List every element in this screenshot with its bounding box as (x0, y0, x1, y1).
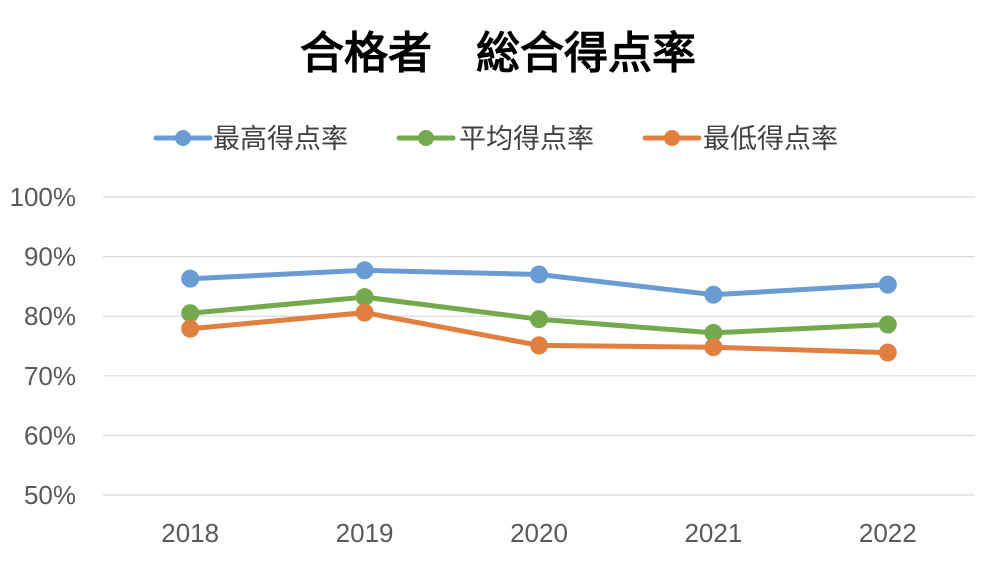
legend-label: 平均得点率 (459, 124, 594, 155)
data-point (704, 338, 723, 357)
data-point (355, 303, 374, 322)
data-point (878, 315, 897, 334)
x-tick-label: 2018 (161, 518, 219, 548)
legend-item: 最高得点率 (153, 124, 348, 155)
chart-title: 合格者 総合得点率 (300, 28, 696, 79)
x-tick-label: 2019 (336, 518, 394, 548)
data-point (530, 310, 548, 329)
data-point (181, 269, 200, 288)
y-tick-label: 90% (24, 242, 76, 272)
y-tick-label: 60% (24, 420, 76, 450)
series-points (181, 261, 897, 362)
data-point (704, 285, 723, 304)
data-point (181, 304, 200, 323)
y-tick-label: 70% (24, 361, 76, 391)
legend-item: 平均得点率 (396, 124, 594, 155)
chart-legend: 最高得点率 平均得点率 最低得点率 (153, 124, 838, 155)
data-point (704, 323, 723, 342)
x-axis-tick-labels: 2018 2019 2020 2021 2022 (161, 518, 916, 548)
legend-swatch-marker (175, 130, 191, 146)
x-tick-label: 2020 (510, 518, 568, 548)
legend-swatch-marker (664, 130, 680, 146)
x-tick-label: 2022 (859, 518, 917, 548)
data-point (530, 336, 548, 355)
data-point (878, 343, 897, 362)
legend-label: 最高得点率 (213, 124, 348, 155)
y-tick-label: 50% (24, 480, 76, 510)
y-tick-label: 100% (10, 182, 77, 212)
legend-label: 最低得点率 (703, 124, 838, 155)
data-point (530, 265, 548, 284)
legend-item: 最低得点率 (642, 124, 838, 155)
legend-swatch-marker (418, 130, 434, 146)
y-tick-label: 80% (24, 301, 76, 331)
data-point (878, 275, 897, 294)
y-axis-tick-labels: 100% 90% 80% 70% 60% 50% (10, 182, 77, 510)
data-point (355, 261, 374, 280)
data-point (181, 319, 200, 338)
data-point (355, 288, 374, 307)
x-tick-label: 2021 (684, 518, 742, 548)
